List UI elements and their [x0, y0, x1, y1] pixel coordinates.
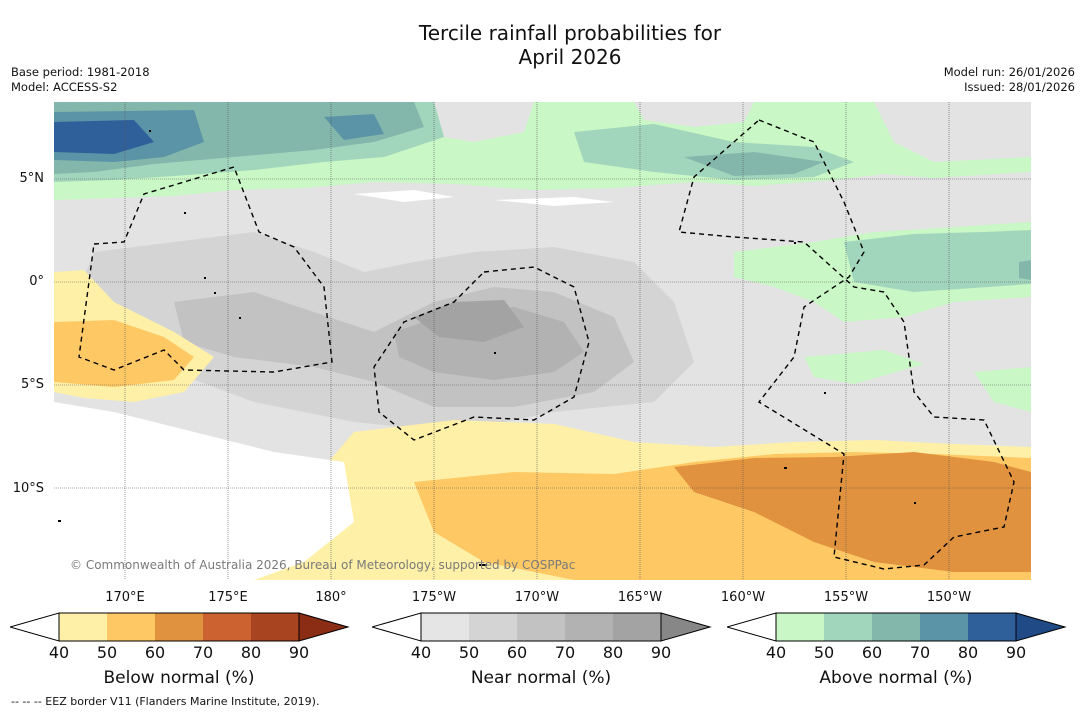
- above-tick-70: 70: [909, 643, 931, 662]
- model-info: Base period: 1981-2018 Model: ACCESS-S2: [11, 65, 150, 95]
- near-tick-80: 80: [602, 643, 624, 662]
- near-cbar-low-end: [372, 612, 422, 642]
- above-tick-60: 60: [861, 643, 883, 662]
- below-tick-50: 50: [96, 643, 118, 662]
- above-cbar-low-end: [727, 612, 777, 642]
- lon-label-175e: 175°E: [208, 590, 248, 605]
- below-normal-50-west: [54, 320, 194, 387]
- run-info: Model run: 26/01/2026 Issued: 28/01/2026: [944, 65, 1075, 95]
- near-tick-90: 90: [650, 643, 672, 662]
- below-tick-40: 40: [48, 643, 70, 662]
- near-tick-40: 40: [410, 643, 432, 662]
- above-tick-80: 80: [957, 643, 979, 662]
- above-tick-50: 50: [813, 643, 835, 662]
- above-cbar-seg-5: [968, 613, 1016, 641]
- lat-label-5n: 5°N: [19, 171, 45, 186]
- copyright-notice: © Commonwealth of Australia 2026, Bureau…: [70, 558, 576, 572]
- near-tick-70: 70: [554, 643, 576, 662]
- lat-label-10s: 10°S: [12, 481, 44, 496]
- below-cbar-high-end: [299, 613, 348, 641]
- below-cbar-seg-1: [59, 613, 107, 641]
- chart-title: Tercile rainfall probabilities for April…: [0, 21, 1085, 69]
- above-cbar-high-end: [1016, 613, 1065, 641]
- above-tick-40: 40: [765, 643, 787, 662]
- graticule: [54, 102, 1031, 580]
- near-cbar-seg-4: [565, 613, 613, 641]
- below-tick-80: 80: [240, 643, 262, 662]
- above-normal-north-80: [54, 120, 154, 154]
- below-cbar-low-end: [10, 612, 60, 642]
- eez-borders: [78, 119, 1015, 570]
- above-cbar-seg-2: [824, 613, 872, 641]
- below-normal-colorbar: [10, 612, 350, 642]
- lon-label-180: 180°: [315, 590, 347, 605]
- near-cbar-high-end: [661, 613, 710, 641]
- islands: [58, 130, 916, 566]
- above-tick-90: 90: [1005, 643, 1027, 662]
- below-tick-70: 70: [192, 643, 214, 662]
- near-cbar-seg-2: [469, 613, 517, 641]
- below-cbar-seg-2: [107, 613, 155, 641]
- model-name: Model: ACCESS-S2: [11, 80, 118, 94]
- lat-label-0: 0°: [29, 274, 44, 289]
- lon-label-165w: 165°W: [617, 590, 663, 605]
- below-cbar-seg-4: [203, 613, 251, 641]
- near-cbar-seg-1: [421, 613, 469, 641]
- below-normal-title: Below normal (%): [103, 668, 255, 688]
- no-signal-southwest: [54, 402, 354, 580]
- no-signal-north-gap: [354, 190, 614, 206]
- rainfall-probability-map: [54, 102, 1031, 580]
- model-run-date: Model run: 26/01/2026: [943, 65, 1075, 79]
- above-cbar-seg-1: [776, 613, 824, 641]
- lon-label-170w: 170°W: [514, 590, 560, 605]
- above-cbar-seg-4: [920, 613, 968, 641]
- lon-label-170e: 170°E: [105, 590, 145, 605]
- title-line-1: Tercile rainfall probabilities for: [418, 21, 722, 45]
- near-normal-north-patch: [434, 102, 1031, 162]
- lon-label-155w: 155°W: [823, 590, 869, 605]
- near-cbar-seg-5: [613, 613, 661, 641]
- below-cbar-seg-3: [155, 613, 203, 641]
- above-normal-east-50: [844, 230, 1031, 292]
- base-period: Base period: 1981-2018: [11, 65, 150, 79]
- lon-label-150w: 150°W: [926, 590, 972, 605]
- below-cbar-seg-5: [251, 613, 299, 641]
- near-normal-80: [414, 300, 524, 342]
- above-normal-se-patch: [804, 350, 1031, 412]
- near-normal-title: Near normal (%): [470, 668, 612, 688]
- near-cbar-seg-3: [517, 613, 565, 641]
- below-normal-60-south: [674, 452, 1031, 572]
- lon-label-175w: 175°W: [411, 590, 457, 605]
- above-normal-east-60: [1019, 260, 1031, 280]
- above-normal-title: Above normal (%): [819, 668, 973, 688]
- lat-label-5s: 5°S: [20, 377, 44, 392]
- below-tick-90: 90: [288, 643, 310, 662]
- above-cbar-seg-3: [872, 613, 920, 641]
- issued-date: Issued: 28/01/2026: [964, 80, 1075, 94]
- above-normal-north-60: [54, 102, 824, 176]
- title-line-2: April 2026: [518, 45, 622, 69]
- above-normal-colorbar: [727, 612, 1067, 642]
- near-tick-50: 50: [458, 643, 480, 662]
- eez-footnote: -- -- -- EEZ border V11 (Flanders Marine…: [11, 695, 320, 708]
- below-tick-60: 60: [144, 643, 166, 662]
- near-normal-colorbar: [372, 612, 712, 642]
- lon-label-160w: 160°W: [720, 590, 766, 605]
- near-tick-60: 60: [506, 643, 528, 662]
